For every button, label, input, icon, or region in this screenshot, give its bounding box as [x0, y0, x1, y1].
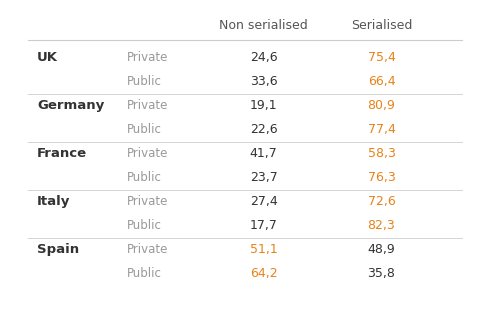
Text: Private: Private — [127, 51, 168, 64]
Text: 58,3: 58,3 — [368, 147, 396, 160]
Text: Spain: Spain — [37, 243, 79, 256]
Text: 64,2: 64,2 — [250, 267, 277, 280]
Text: Germany: Germany — [37, 99, 105, 112]
Text: 80,9: 80,9 — [368, 99, 396, 112]
Text: 48,9: 48,9 — [368, 243, 396, 256]
Text: Public: Public — [127, 267, 162, 280]
Text: 19,1: 19,1 — [250, 99, 277, 112]
Text: Private: Private — [127, 195, 168, 208]
Text: Public: Public — [127, 123, 162, 136]
Text: Public: Public — [127, 75, 162, 88]
Text: 77,4: 77,4 — [368, 123, 396, 136]
Text: France: France — [37, 147, 87, 160]
Text: UK: UK — [37, 51, 58, 64]
Text: 82,3: 82,3 — [368, 219, 396, 232]
Text: 76,3: 76,3 — [368, 171, 396, 184]
Text: Private: Private — [127, 243, 168, 256]
Text: 24,6: 24,6 — [250, 51, 277, 64]
Text: 35,8: 35,8 — [368, 267, 396, 280]
Text: Public: Public — [127, 171, 162, 184]
Text: 66,4: 66,4 — [368, 75, 396, 88]
Text: Private: Private — [127, 99, 168, 112]
Text: 51,1: 51,1 — [250, 243, 277, 256]
Text: 27,4: 27,4 — [250, 195, 277, 208]
Text: Serialised: Serialised — [351, 20, 412, 33]
Text: Non serialised: Non serialised — [219, 20, 308, 33]
Text: 41,7: 41,7 — [250, 147, 277, 160]
Text: Private: Private — [127, 147, 168, 160]
Text: 17,7: 17,7 — [250, 219, 277, 232]
Text: Italy: Italy — [37, 195, 71, 208]
Text: 75,4: 75,4 — [368, 51, 396, 64]
Text: Public: Public — [127, 219, 162, 232]
Text: 22,6: 22,6 — [250, 123, 277, 136]
Text: 72,6: 72,6 — [368, 195, 396, 208]
Text: 23,7: 23,7 — [250, 171, 277, 184]
Text: 33,6: 33,6 — [250, 75, 277, 88]
